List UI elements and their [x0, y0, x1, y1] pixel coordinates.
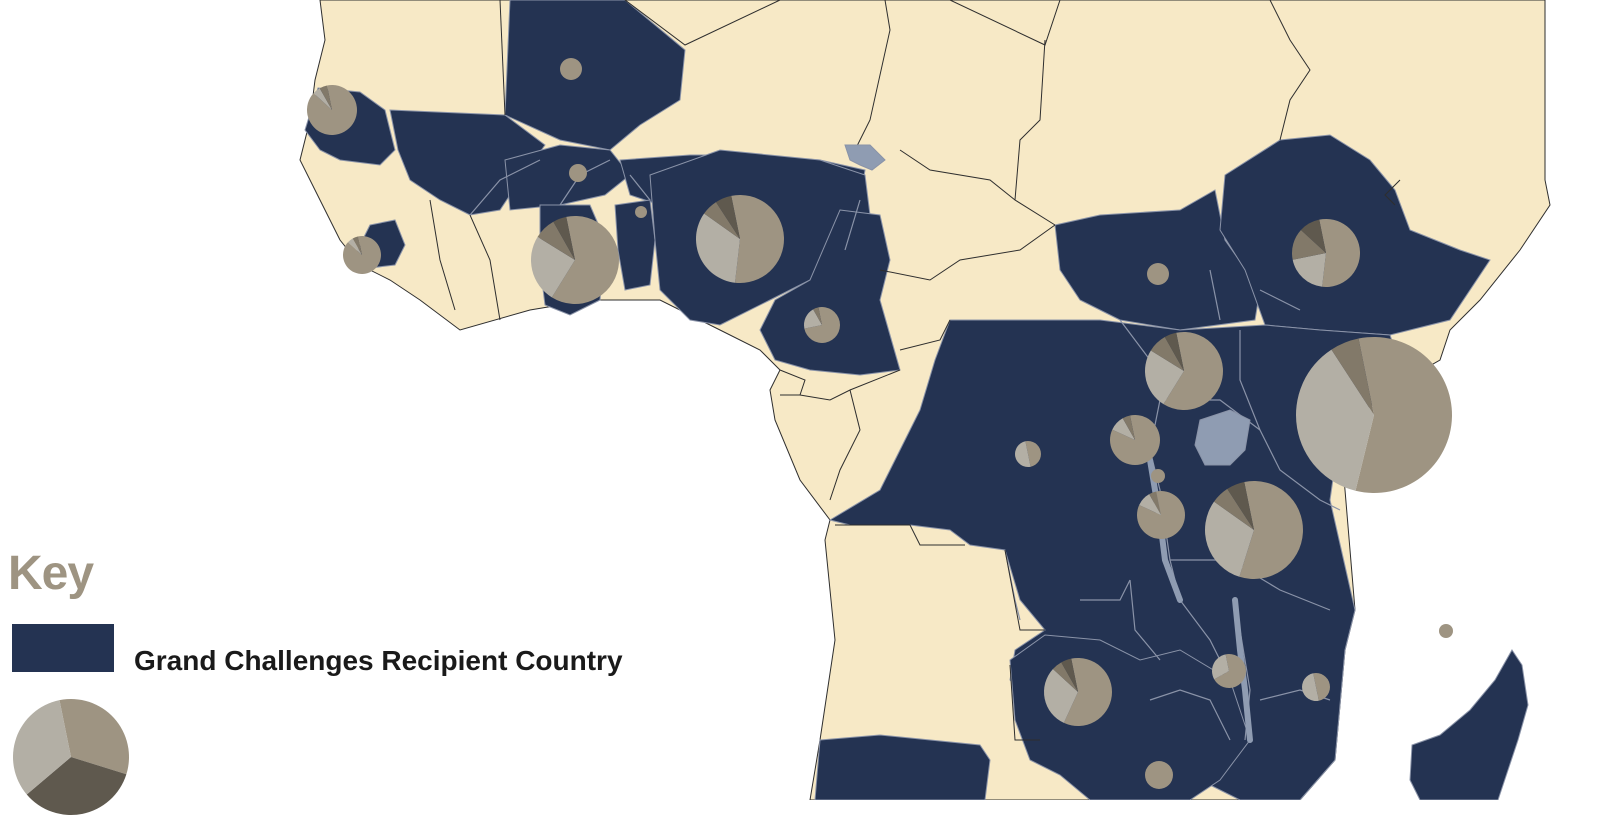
- pie-burkina-slice: [569, 164, 587, 182]
- pie-zambia-slice: [1063, 657, 1112, 726]
- pie-tanzania-west-slice: [1149, 491, 1161, 515]
- pie-nigeria-slice: [696, 213, 740, 283]
- key-pie-slice: [13, 700, 72, 795]
- pie-nigeria: [696, 195, 784, 283]
- pie-rwanda-slice: [1110, 414, 1160, 465]
- country-namibia-strip[interactable]: [814, 734, 991, 800]
- pie-sierra-leone: [342, 236, 381, 275]
- pie-sierra-leone-slice: [342, 236, 381, 275]
- pie-drc: [1015, 441, 1041, 467]
- country-guinea-sahel[interactable]: [389, 109, 546, 216]
- pie-south-sudan-slice: [1147, 263, 1169, 285]
- pie-benin: [635, 206, 647, 218]
- pie-tanzania: [1205, 481, 1303, 579]
- pie-zambia-slice: [1061, 658, 1078, 692]
- pie-drc-slice: [1025, 441, 1041, 467]
- madagascar[interactable]: [1409, 649, 1529, 800]
- pie-mozambique-slice: [1302, 673, 1319, 701]
- country-cameroon[interactable]: [759, 209, 901, 376]
- lake-victoria: [1194, 409, 1251, 466]
- pie-ghana-slice: [537, 221, 575, 260]
- pie-mali-slice: [560, 58, 582, 80]
- pie-ethiopia-slice: [1319, 219, 1360, 287]
- pie-rwanda-slice: [1122, 415, 1135, 440]
- lake-tanganyika: [1147, 457, 1183, 603]
- pie-markers: [307, 58, 1453, 789]
- pie-comoros-slice: [1439, 624, 1453, 638]
- pie-uganda-slice: [1145, 350, 1184, 405]
- pie-ghana: [531, 216, 620, 305]
- pie-burundi-slice: [1151, 469, 1165, 483]
- pie-tanzania-slice: [1227, 481, 1254, 530]
- pie-south-sudan: [1147, 263, 1169, 285]
- pie-benin-slice: [635, 206, 647, 218]
- pie-ethiopia-slice: [1292, 253, 1326, 287]
- country-ethiopia[interactable]: [1219, 134, 1491, 336]
- pie-sierra-leone-slice: [352, 236, 362, 255]
- pie-rwanda-slice: [1112, 418, 1135, 440]
- pie-tanzania-slice: [1239, 481, 1303, 579]
- pie-ethiopia: [1291, 219, 1360, 287]
- pie-kenya-slice: [1296, 349, 1374, 491]
- pie-mali: [560, 58, 582, 80]
- pie-tanzania-west: [1137, 490, 1186, 539]
- country-borders: [429, 0, 1401, 741]
- pie-ghana-slice: [531, 236, 575, 298]
- pie-kenya-slice: [1331, 338, 1374, 415]
- pie-senegal-slice: [319, 85, 332, 110]
- pie-cameroon: [804, 306, 841, 343]
- recipient-country-swatch: [12, 624, 114, 672]
- pie-nigeria-slice: [731, 195, 784, 283]
- country-mali[interactable]: [504, 0, 686, 151]
- pie-ethiopia-slice: [1291, 230, 1326, 260]
- pie-kenya: [1296, 337, 1453, 493]
- pie-malawi-slice: [1211, 654, 1229, 680]
- pie-mozambique-slice: [1313, 673, 1330, 701]
- pie-zambia-slice: [1052, 662, 1078, 692]
- key-title: Key: [8, 547, 94, 600]
- lake-chad: [844, 144, 886, 171]
- pie-ethiopia-slice: [1300, 219, 1326, 253]
- pie-uganda: [1145, 332, 1223, 411]
- pie-cameroon-slice: [804, 309, 822, 329]
- key-pie: [13, 699, 129, 815]
- pie-cameroon-slice: [813, 307, 822, 325]
- pie-uganda-slice: [1163, 332, 1223, 411]
- pie-ghana-slice: [553, 216, 575, 260]
- pie-uganda-slice: [1164, 332, 1184, 371]
- recipient-country-label: Grand Challenges Recipient Country: [134, 645, 623, 676]
- pie-tanzania-slice: [1214, 488, 1254, 530]
- pie-comoros: [1439, 624, 1453, 638]
- pie-rwanda: [1110, 414, 1160, 465]
- pie-uganda-slice: [1150, 337, 1184, 371]
- pie-zambia-slice: [1044, 669, 1078, 723]
- pie-nigeria-slice: [715, 195, 740, 239]
- pie-chart-icon: [13, 699, 129, 815]
- pie-cameroon-slice: [804, 306, 841, 343]
- pie-tanzania-slice: [1205, 501, 1254, 577]
- pie-kenya-slice: [1355, 337, 1453, 493]
- pie-zambia: [1044, 657, 1112, 726]
- pie-nigeria-slice: [704, 202, 740, 239]
- pie-drc-slice: [1015, 441, 1031, 467]
- pie-sierra-leone-slice: [348, 238, 362, 255]
- pie-tanzania-west-slice: [1139, 494, 1161, 515]
- pie-burkina: [569, 164, 587, 182]
- pie-zimbabwe-slice: [1145, 761, 1173, 789]
- pie-malawi-slice: [1214, 654, 1246, 689]
- pie-mozambique: [1302, 673, 1330, 701]
- pie-zimbabwe: [1145, 761, 1173, 789]
- pie-ghana-slice: [551, 216, 620, 305]
- key-pie-slice: [59, 699, 129, 775]
- pie-malawi: [1211, 654, 1246, 689]
- pie-burundi: [1151, 469, 1165, 483]
- pie-senegal: [307, 85, 357, 135]
- pie-senegal-slice: [313, 88, 332, 110]
